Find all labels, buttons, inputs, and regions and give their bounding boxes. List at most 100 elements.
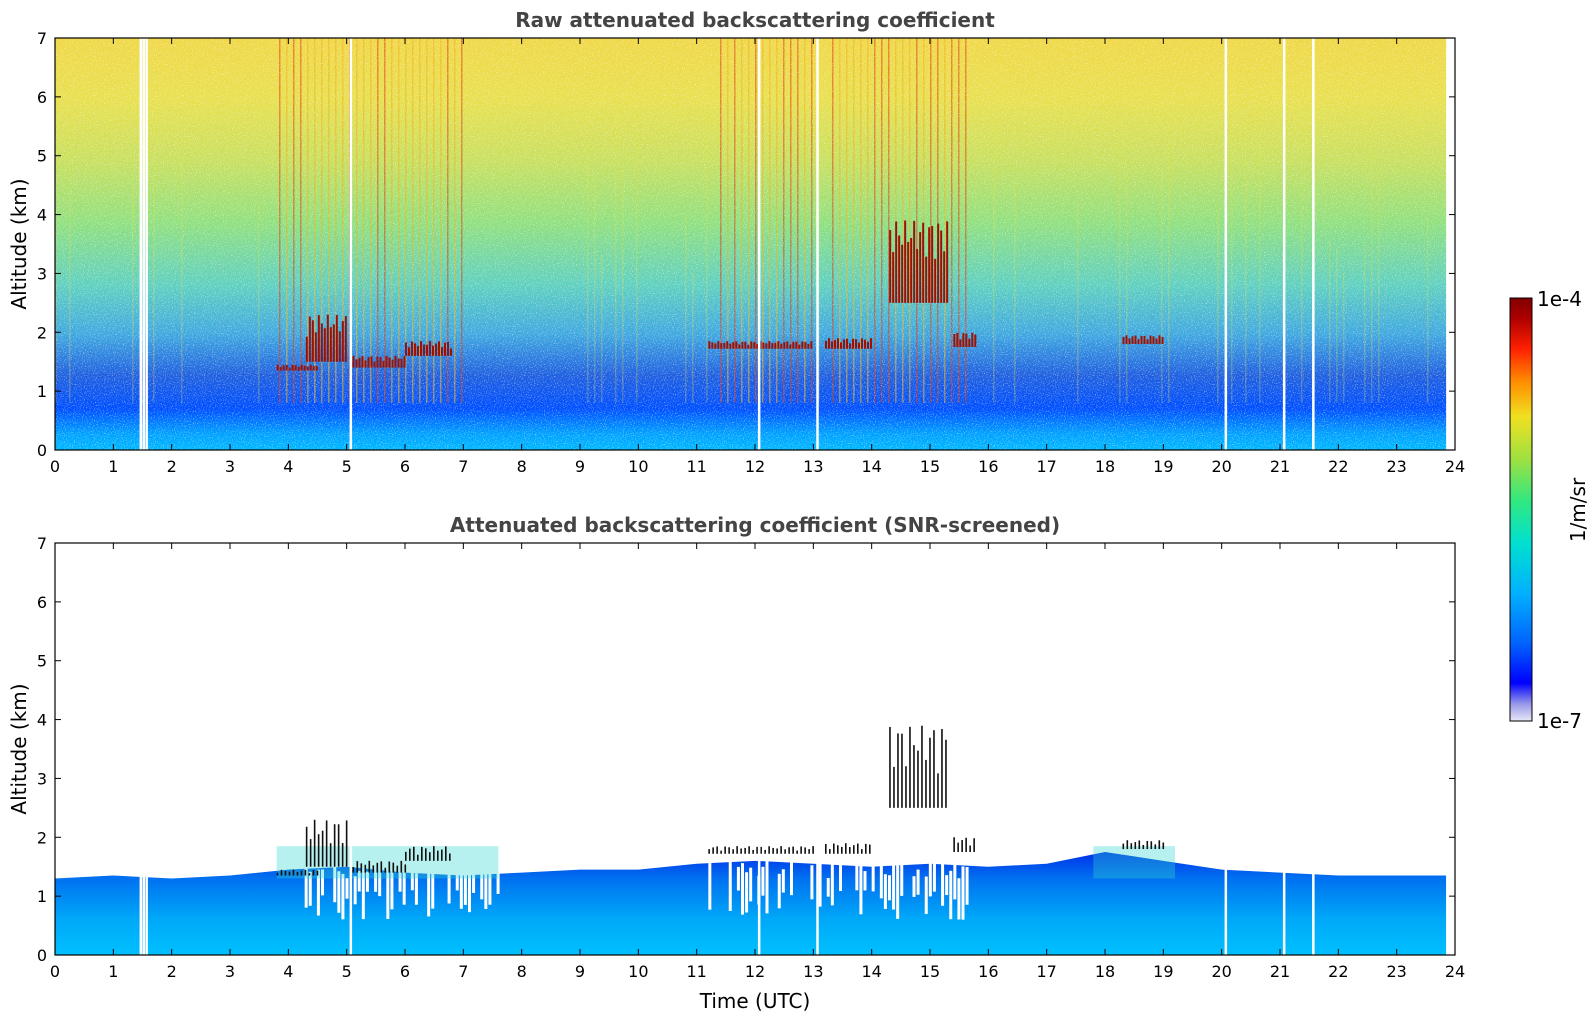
cloud-mark [786, 341, 789, 349]
screened-cloud-mark [869, 844, 871, 854]
cloud-mark [417, 345, 419, 356]
screened-cloud-mark [288, 871, 291, 876]
screened-hole [316, 869, 320, 916]
screened-cloud-mark [300, 870, 303, 876]
cloud-mark [795, 341, 798, 349]
screened-cloud-mark [909, 726, 911, 808]
screened-hole [855, 860, 859, 891]
data-gap [1446, 38, 1449, 450]
screened-hole [859, 865, 863, 915]
screened-hole [365, 871, 369, 892]
cloud-mark [1146, 339, 1149, 345]
cloud-mark [834, 340, 836, 349]
cloud-mark [934, 258, 937, 303]
screened-hole [484, 857, 488, 909]
screened-cloud-mark [736, 846, 738, 854]
screened-cloud-mark [921, 725, 923, 808]
cloud-mark [444, 342, 446, 356]
cloud-mark [297, 367, 300, 371]
x-tick-label: 19 [1153, 457, 1173, 476]
cloud-mark [420, 341, 422, 356]
cloud-mark [798, 344, 801, 349]
x-tick-label: 21 [1270, 457, 1290, 476]
cloud-mark [910, 238, 913, 303]
screened-cloud-mark [325, 820, 328, 867]
cloud-mark [783, 342, 786, 349]
cloud-mark [300, 364, 303, 371]
cloud-mark [928, 227, 931, 303]
x-tick-label: 19 [1153, 962, 1173, 981]
cloud-mark [355, 359, 358, 368]
screened-cloud-mark [1142, 844, 1145, 850]
cloud-mark [840, 342, 842, 349]
screened-hole [863, 871, 867, 891]
cloud-mark [1122, 337, 1125, 345]
screened-cloud-mark [400, 860, 403, 873]
screened-cloud-layers [276, 725, 1165, 876]
raw-panel-title: Raw attenuated backscattering coefficien… [515, 8, 995, 32]
x-tick-label: 22 [1328, 457, 1348, 476]
screened-cloud-mark [413, 846, 415, 861]
screened-cloud-mark [728, 847, 730, 854]
screened-hole [928, 855, 932, 897]
screened-cloud-mark [1154, 844, 1157, 850]
screened-hole [361, 861, 365, 920]
cloud-mark [789, 344, 792, 349]
cloud-mark [332, 324, 335, 362]
cloud-mark [968, 338, 971, 347]
cloud-mark [1152, 336, 1155, 345]
screened-hole [708, 858, 712, 910]
data-gap [349, 543, 353, 955]
screened-cloud-mark [405, 851, 407, 861]
screened-cloud-mark [812, 846, 814, 854]
data-gap [139, 543, 143, 955]
screened-cloud-mark [808, 849, 810, 854]
cloud-mark [1128, 338, 1131, 345]
y-tick-label: 0 [37, 441, 47, 460]
screened-cloud-mark [352, 867, 355, 873]
screened-hole [810, 865, 814, 900]
raw-data-gaps [139, 38, 1449, 450]
screened-cloud-mark [280, 869, 283, 876]
x-tick-label: 8 [517, 962, 527, 981]
screened-heatmap [55, 543, 1455, 955]
y-tick-label: 3 [37, 769, 47, 788]
cloud-mark [435, 343, 437, 356]
cloud-mark [403, 355, 406, 368]
screened-cloud-mark [756, 846, 758, 854]
screened-x-axis-label: Time (UTC) [699, 989, 811, 1013]
screened-cloud-mark [368, 860, 371, 873]
x-tick-label: 14 [861, 457, 881, 476]
screened-cloud-mark [889, 726, 891, 808]
cloud-mark [329, 327, 332, 362]
data-gap [1312, 38, 1315, 450]
x-tick-label: 15 [920, 962, 940, 981]
cloud-mark [925, 256, 928, 303]
screened-cloud-mark [825, 843, 827, 854]
colorbar-min-label: 1e-7 [1537, 709, 1582, 733]
cloud-mark [414, 343, 416, 356]
cloud-mark [447, 341, 449, 356]
screened-cloud-mark [1146, 840, 1149, 850]
x-tick-label: 7 [458, 457, 468, 476]
cloud-mark [1137, 339, 1140, 345]
screened-cloud-mark [929, 737, 931, 808]
screened-cloud-mark [429, 852, 431, 861]
y-tick-label: 5 [37, 652, 47, 671]
screened-hole [883, 874, 887, 909]
screened-hole [945, 875, 949, 896]
cloud-mark [744, 341, 747, 349]
cloud-mark [919, 232, 922, 303]
screened-hole [402, 858, 406, 905]
cloud-mark [382, 360, 385, 368]
data-gap [142, 38, 145, 450]
screened-cloud-mark [292, 869, 295, 876]
screened-hole [728, 859, 732, 911]
screened-hole [957, 878, 961, 920]
cloud-mark [373, 361, 376, 368]
screened-cloud-mark [433, 846, 435, 861]
x-tick-label: 4 [283, 962, 293, 981]
y-tick-label: 7 [37, 534, 47, 553]
screened-hole [468, 855, 471, 913]
